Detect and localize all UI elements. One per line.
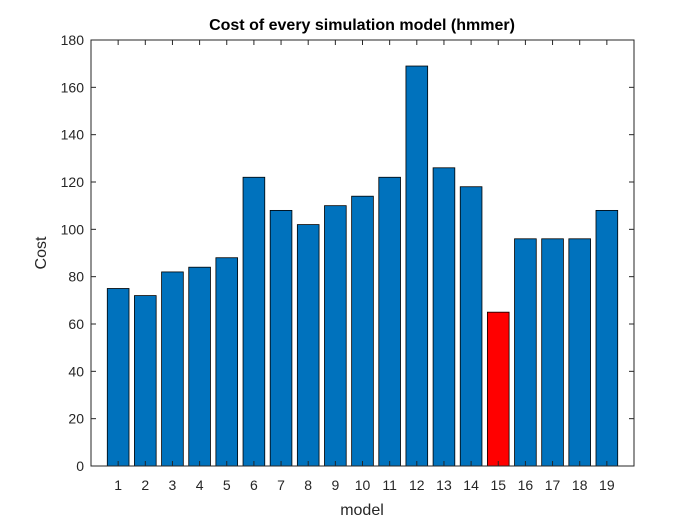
y-axis-title: Cost xyxy=(33,236,50,269)
y-tick-label: 140 xyxy=(61,127,85,143)
bar-model-18 xyxy=(568,238,591,467)
bar-model-11 xyxy=(378,176,401,467)
y-tick-label: 80 xyxy=(68,269,84,285)
x-tick-label: 8 xyxy=(304,477,312,493)
chart-title: Cost of every simulation model (hmmer) xyxy=(209,17,515,34)
y-tick-label: 120 xyxy=(61,174,85,190)
bar-model-4 xyxy=(188,266,211,467)
bar-model-10 xyxy=(351,195,374,467)
bar-model-5 xyxy=(215,257,239,467)
x-tick-label: 2 xyxy=(141,477,149,493)
x-tick-label: 7 xyxy=(277,477,285,493)
y-tick-label: 160 xyxy=(61,79,85,95)
x-tick-label: 12 xyxy=(409,477,425,493)
x-tick-label: 1 xyxy=(114,477,122,493)
x-tick-label: 19 xyxy=(599,477,615,493)
bar-model-19 xyxy=(595,209,619,467)
x-tick-label: 17 xyxy=(545,477,561,493)
x-tick-label: 18 xyxy=(572,477,588,493)
bar-model-9 xyxy=(324,205,347,467)
y-tick-label: 20 xyxy=(68,411,84,427)
bar-model-2 xyxy=(134,295,157,467)
bar-model-14 xyxy=(459,186,483,467)
bars-group xyxy=(106,65,619,467)
bar-model-8 xyxy=(296,224,320,467)
bar-model-17 xyxy=(541,238,564,467)
x-tick-label: 14 xyxy=(463,477,479,493)
y-tick-label: 40 xyxy=(68,363,84,379)
y-tick-label: 100 xyxy=(61,221,85,237)
x-tick-label: 13 xyxy=(436,477,452,493)
bar-model-15 xyxy=(486,311,510,467)
x-tick-label: 16 xyxy=(518,477,534,493)
x-tick-label: 10 xyxy=(355,477,371,493)
x-axis-ticks: 1 2 3 4 5 6 7 8 9 10 11 12 13 14 15 16 17 18 19 xyxy=(114,40,615,493)
y-tick-label: 180 xyxy=(61,32,85,48)
bar-model-1 xyxy=(106,288,130,467)
x-tick-label: 11 xyxy=(382,477,397,493)
bar-model-6 xyxy=(242,176,266,467)
y-tick-label: 60 xyxy=(68,316,84,332)
y-tick-label: 0 xyxy=(76,458,84,474)
plot-frame xyxy=(90,39,635,467)
y-axis-ticks: 0 20 40 60 80 100 120 140 160 180 xyxy=(61,32,634,474)
bar-model-13 xyxy=(432,167,456,467)
bar-model-16 xyxy=(514,238,537,467)
x-tick-label: 5 xyxy=(223,477,231,493)
x-tick-label: 3 xyxy=(169,477,177,493)
x-tick-label: 4 xyxy=(196,477,204,493)
bar-model-3 xyxy=(161,271,184,467)
bar-model-12 xyxy=(405,65,429,467)
x-tick-label: 15 xyxy=(490,477,506,493)
x-axis-title: model xyxy=(340,502,384,519)
bar-model-7 xyxy=(269,209,293,467)
x-tick-label: 6 xyxy=(250,477,258,493)
x-tick-label: 9 xyxy=(331,477,339,493)
